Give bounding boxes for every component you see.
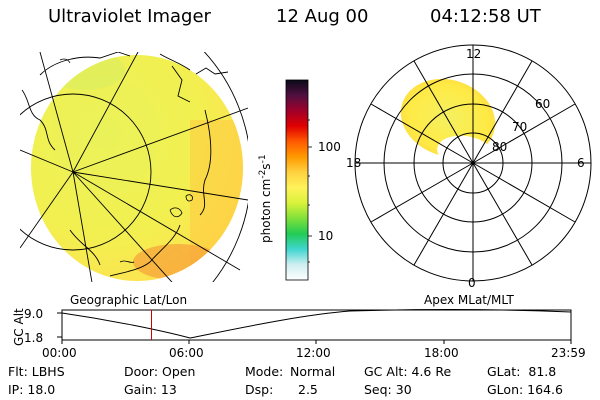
polar-panel	[354, 44, 592, 282]
colorbar	[285, 79, 309, 281]
mlt-spokes	[355, 45, 591, 281]
mlt-label-12: 12	[466, 47, 482, 61]
mlt-label-0: 0	[468, 276, 476, 290]
mlat-label-80: 80	[492, 140, 508, 154]
colorbar-unit-label: photon cm-2s-1	[258, 154, 273, 243]
timeline-ytick-top: 9.0	[24, 307, 44, 321]
islands	[59, 58, 193, 263]
instrument-title: Ultraviolet Imager	[48, 6, 211, 27]
coastlines	[21, 52, 229, 277]
timeline-xtick-4: 23:59	[551, 346, 586, 360]
mlat-label-60: 60	[535, 97, 551, 111]
info-glat: GLat: 81.8	[487, 364, 557, 379]
mlt-label-6: 6	[577, 156, 585, 170]
timeline-xtick-3: 18:00	[424, 346, 459, 360]
timeline-xtick-1: 06:00	[169, 346, 204, 360]
info-dsp-value: 2.5	[298, 382, 318, 397]
timeline-xtick-2: 12:00	[296, 346, 331, 360]
info-mode-value: Normal	[290, 364, 336, 379]
timeline-xtick-0: 00:00	[42, 346, 77, 360]
info-seq: Seq: 30	[364, 382, 412, 397]
timeline-ticks	[57, 312, 572, 344]
info-dsp-label: Dsp:	[245, 382, 274, 397]
gc-alt-curve	[61, 309, 572, 339]
mlat-label-70: 70	[512, 120, 528, 134]
date-label: 12 Aug 00	[276, 6, 369, 27]
meridians	[20, 52, 248, 282]
info-filter: Flt: LBHS	[8, 364, 65, 379]
info-gain: Gain: 13	[124, 382, 177, 397]
polar-panel-caption: Apex MLat/MLT	[424, 293, 514, 307]
info-door: Door: Open	[124, 364, 196, 379]
colorbar-ticks	[308, 119, 312, 263]
lat-circle-70	[20, 93, 152, 251]
info-mode-label: Mode:	[245, 364, 284, 379]
geo-panel-caption: Geographic Lat/Lon	[70, 293, 188, 307]
colorbar-tick-10: 10	[318, 229, 334, 243]
timeline-ytick-bottom: 1.8	[24, 331, 44, 345]
info-gc-alt: GC Alt: 4.6 Re	[364, 364, 452, 379]
info-ip: IP: 18.0	[8, 382, 56, 397]
time-label: 04:12:58 UT	[430, 6, 541, 27]
info-glon: GLon: 164.6	[487, 382, 563, 397]
mlt-label-18: 18	[346, 156, 362, 170]
colorbar-tick-100: 100	[318, 140, 341, 154]
